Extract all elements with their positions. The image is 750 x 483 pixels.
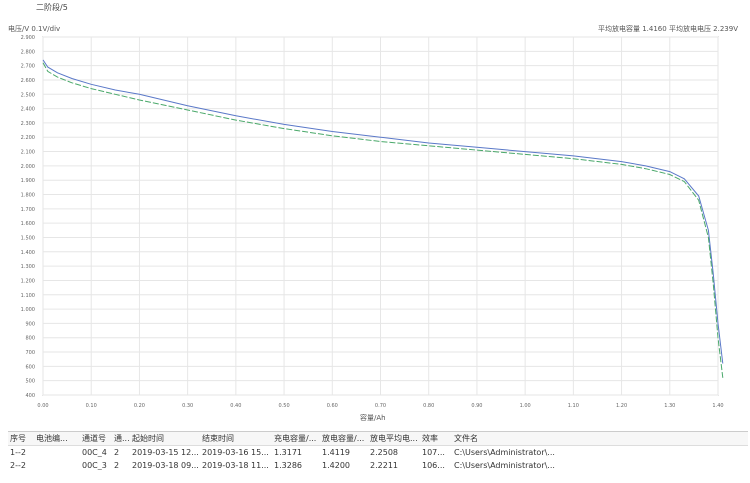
table-cell: C:\Users\Administrator\... [454, 461, 555, 470]
y-tick-label: 1.300 [21, 264, 35, 270]
table-row[interactable]: 2--2 00C_3 2 2019-03-18 09... 2019-03-18… [8, 459, 748, 472]
table-cell: 1.4119 [322, 448, 350, 457]
y-tick-label: 2.200 [21, 135, 35, 141]
table-cell: 1.3286 [274, 461, 302, 470]
table-header-cell[interactable]: 起始时间 [132, 434, 164, 443]
summary-readout: 平均放电容量 1.4160 平均放电电压 2.239V [598, 25, 738, 33]
table-header-cell[interactable]: 放电容量/... [322, 434, 365, 443]
y-tick-label: 2.900 [21, 35, 35, 41]
table-cell: 2019-03-18 09... [132, 461, 199, 470]
y-tick-label: 2.500 [21, 92, 35, 98]
x-tick-label: 1.10 [568, 403, 579, 409]
x-tick-label: 0.80 [423, 403, 434, 409]
table-cell: 2--2 [10, 461, 26, 470]
y-tick-label: 700 [25, 350, 35, 356]
y-tick-label: 1.600 [21, 221, 35, 227]
table-header-cell[interactable]: 电池编... [36, 434, 68, 443]
discharge-chart[interactable]: 2.900 2.800 2.700 2.600 2.500 2.400 2.300 2.200… [0, 30, 750, 413]
table-cell: 2019-03-15 12... [132, 448, 199, 457]
y-tick-label: 1.200 [21, 278, 35, 284]
x-tick-label: 1.00 [520, 403, 531, 409]
table-cell: 2019-03-18 11... [202, 461, 269, 470]
y-tick-label: 900 [25, 321, 35, 327]
results-table[interactable]: 序号 电池编... 通道号 通... 起始时间 结束时间 充电容量/... 放电… [8, 431, 748, 472]
table-cell: C:\Users\Administrator\... [454, 448, 555, 457]
table-header-cell[interactable]: 序号 [10, 434, 26, 443]
y-tick-label: 2.800 [21, 49, 35, 55]
x-tick-label: 0.40 [230, 403, 241, 409]
table-header-cell[interactable]: 效率 [422, 434, 438, 443]
table-cell: 2 [114, 448, 120, 457]
x-tick-label: 0.20 [134, 403, 145, 409]
x-tick-label: 0.00 [37, 403, 48, 409]
x-tick-label: 0.90 [471, 403, 482, 409]
table-cell: 1--2 [10, 448, 26, 457]
y-tick-label: 2.100 [21, 150, 35, 156]
table-header-cell[interactable]: 充电容量/... [274, 434, 317, 443]
table-cell: 1.3171 [274, 448, 302, 457]
y-axis-header: 电压/V 0.1V/div [8, 25, 61, 33]
table-cell: 00C_3 [82, 461, 107, 470]
x-tick-label: 1.30 [664, 403, 675, 409]
x-tick-label: 0.50 [279, 403, 290, 409]
y-tick-label: 2.000 [21, 164, 35, 170]
table-cell: 106... [422, 461, 445, 470]
table-header-cell[interactable]: 通道号 [82, 434, 106, 443]
y-tick-label: 2.400 [21, 107, 35, 113]
table-cell: 00C_4 [82, 448, 107, 457]
x-tick-label: 0.10 [86, 403, 97, 409]
y-tick-label: 800 [25, 336, 35, 342]
y-tick-label: 1.000 [21, 307, 35, 313]
y-tick-label: 500 [25, 379, 35, 385]
table-header-cell[interactable]: 文件名 [454, 434, 478, 443]
table-row[interactable]: 1--2 00C_4 2 2019-03-15 12... 2019-03-16… [8, 446, 748, 459]
table-header-row: 序号 电池编... 通道号 通... 起始时间 结束时间 充电容量/... 放电… [8, 431, 748, 446]
series-line-1 [42, 59, 724, 364]
x-tick-label: 0.30 [182, 403, 193, 409]
y-tick-label: 1.400 [21, 250, 35, 256]
x-tick-label: 1.20 [616, 403, 627, 409]
table-header-cell[interactable]: 通... [114, 434, 130, 443]
y-tick-label: 2.300 [21, 121, 35, 127]
y-tick-label: 600 [25, 364, 35, 370]
y-tick-label: 1.100 [21, 293, 35, 299]
y-tick-label: 1.500 [21, 235, 35, 241]
y-tick-label: 2.700 [21, 64, 35, 70]
table-cell: 1.4200 [322, 461, 350, 470]
series-line-2 [42, 62, 724, 378]
table-cell: 107... [422, 448, 445, 457]
y-tick-label: 400 [25, 393, 35, 399]
table-cell: 2019-03-16 15... [202, 448, 269, 457]
x-axis-label: 容量/Ah [360, 414, 386, 422]
x-tick-label: 0.60 [327, 403, 338, 409]
x-tick-label: 0.70 [375, 403, 386, 409]
y-tick-label: 2.600 [21, 78, 35, 84]
table-header-cell[interactable]: 放电平均电... [370, 434, 418, 443]
table-cell: 2.2211 [370, 461, 398, 470]
table-cell: 2 [114, 461, 120, 470]
y-tick-label: 1.900 [21, 178, 35, 184]
y-tick-label: 1.700 [21, 207, 35, 213]
window-title: 二阶段/5 [36, 3, 68, 12]
y-tick-label: 1.800 [21, 193, 35, 199]
x-tick-label: 1.40 [712, 403, 723, 409]
table-header-cell[interactable]: 结束时间 [202, 434, 234, 443]
table-cell: 2.2508 [370, 448, 398, 457]
